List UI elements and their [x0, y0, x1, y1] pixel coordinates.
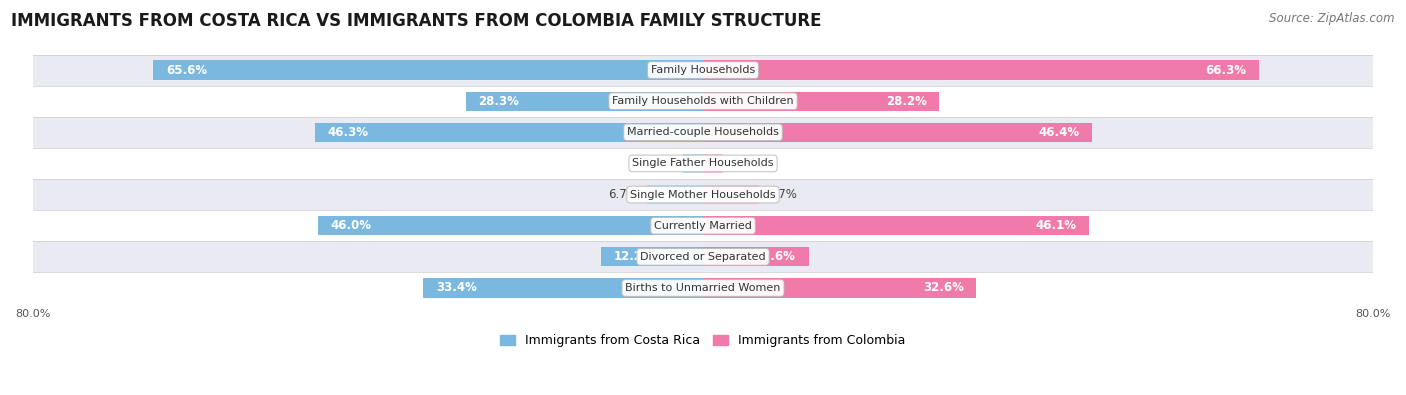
Bar — [703, 278, 976, 297]
Text: Single Mother Households: Single Mother Households — [630, 190, 776, 199]
Text: 46.4%: 46.4% — [1038, 126, 1080, 139]
Text: Single Father Households: Single Father Households — [633, 158, 773, 168]
Text: 46.0%: 46.0% — [330, 219, 371, 232]
Text: 46.1%: 46.1% — [1036, 219, 1077, 232]
Text: Divorced or Separated: Divorced or Separated — [640, 252, 766, 262]
Bar — [318, 216, 703, 235]
Legend: Immigrants from Costa Rica, Immigrants from Colombia: Immigrants from Costa Rica, Immigrants f… — [495, 329, 911, 352]
Bar — [315, 123, 703, 142]
Bar — [32, 273, 1374, 303]
Bar — [32, 148, 1374, 179]
Text: 12.2%: 12.2% — [613, 250, 654, 263]
Text: 28.3%: 28.3% — [478, 95, 519, 108]
Text: 2.4%: 2.4% — [731, 157, 762, 170]
Bar — [600, 247, 703, 267]
Bar — [703, 154, 723, 173]
Text: Family Households: Family Households — [651, 65, 755, 75]
Bar — [32, 86, 1374, 117]
Bar — [703, 60, 1258, 80]
Text: Source: ZipAtlas.com: Source: ZipAtlas.com — [1270, 12, 1395, 25]
Bar — [423, 278, 703, 297]
Text: 65.6%: 65.6% — [166, 64, 207, 77]
Text: 28.2%: 28.2% — [886, 95, 927, 108]
Bar — [703, 185, 759, 204]
Text: 46.3%: 46.3% — [328, 126, 368, 139]
Text: Family Households with Children: Family Households with Children — [612, 96, 794, 106]
Text: 2.4%: 2.4% — [644, 157, 675, 170]
Text: 6.7%: 6.7% — [768, 188, 797, 201]
Text: 66.3%: 66.3% — [1205, 64, 1246, 77]
Bar — [703, 247, 808, 267]
Bar — [683, 154, 703, 173]
Bar — [465, 92, 703, 111]
Text: 6.7%: 6.7% — [609, 188, 638, 201]
Text: IMMIGRANTS FROM COSTA RICA VS IMMIGRANTS FROM COLOMBIA FAMILY STRUCTURE: IMMIGRANTS FROM COSTA RICA VS IMMIGRANTS… — [11, 12, 821, 30]
Text: 12.6%: 12.6% — [755, 250, 796, 263]
Text: Married-couple Households: Married-couple Households — [627, 127, 779, 137]
Bar — [32, 241, 1374, 273]
Bar — [32, 55, 1374, 86]
Bar — [703, 123, 1092, 142]
Bar — [32, 117, 1374, 148]
Text: 33.4%: 33.4% — [436, 282, 477, 294]
Bar — [153, 60, 703, 80]
Text: Births to Unmarried Women: Births to Unmarried Women — [626, 283, 780, 293]
Bar — [32, 179, 1374, 210]
Text: Currently Married: Currently Married — [654, 221, 752, 231]
Bar — [703, 216, 1090, 235]
Bar — [32, 210, 1374, 241]
Text: 32.6%: 32.6% — [922, 282, 963, 294]
Bar — [647, 185, 703, 204]
Bar — [703, 92, 939, 111]
